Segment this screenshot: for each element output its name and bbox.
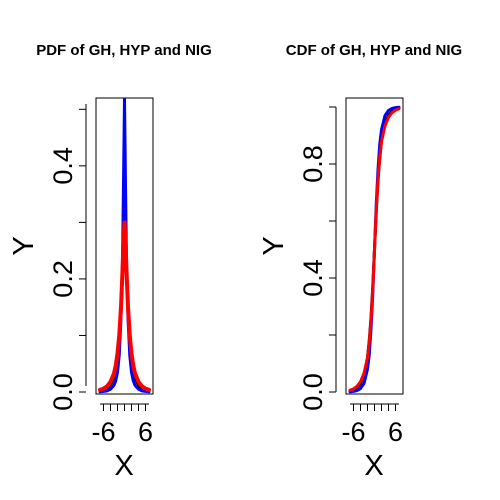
cdf-curves <box>348 105 401 394</box>
pdf-y-tick-label: 0.4 <box>48 147 78 185</box>
cdf-y-tick-label: 0.4 <box>298 259 328 297</box>
pdf-y-ticks: 0.0 0.2 0.4 <box>48 108 86 411</box>
pdf-title: PDF of GH, HYP and NIG <box>36 42 212 59</box>
cdf-x-tick-label: 6 <box>388 417 403 447</box>
pdf-y-axis: 0.0 0.2 0.4 <box>48 104 87 411</box>
pdf-series-blue-line <box>98 98 151 394</box>
pdf-x-tick-label: -6 <box>91 417 115 447</box>
cdf-title: CDF of GH, HYP and NIG <box>286 42 462 59</box>
pdf-x-ticks: -6 6 <box>91 404 153 447</box>
cdf-panel: CDF of GH, HYP and NIG -6 6 0.0 0.4 0.8 X Y <box>258 42 462 482</box>
pdf-x-axis: -6 6 <box>91 403 153 447</box>
cdf-y-axis-label: Y <box>258 236 290 255</box>
pdf-y-tick-label: 0.2 <box>48 260 78 298</box>
pdf-panel: PDF of GH, HYP and NIG -6 6 0.0 0.2 0.4 X Y <box>8 42 212 482</box>
cdf-x-axis-label: X <box>364 450 383 482</box>
pdf-curves <box>98 98 151 394</box>
pdf-y-axis-label: Y <box>8 236 40 255</box>
cdf-y-tick-label: 0.0 <box>298 373 328 411</box>
cdf-plot-frame <box>345 97 404 395</box>
pdf-y-tick-label: 0.0 <box>48 373 78 411</box>
pdf-x-axis-label: X <box>114 450 133 482</box>
cdf-y-axis: 0.0 0.4 0.8 <box>298 106 337 411</box>
cdf-y-ticks: 0.0 0.4 0.8 <box>298 106 336 411</box>
cdf-series-red-line <box>348 107 401 392</box>
cdf-x-ticks: -6 6 <box>341 404 403 447</box>
cdf-x-tick-label: -6 <box>341 417 365 447</box>
cdf-x-axis: -6 6 <box>341 403 403 447</box>
pdf-series-red-line <box>98 220 151 392</box>
pdf-x-tick-label: 6 <box>138 417 153 447</box>
cdf-y-tick-label: 0.8 <box>298 145 328 183</box>
